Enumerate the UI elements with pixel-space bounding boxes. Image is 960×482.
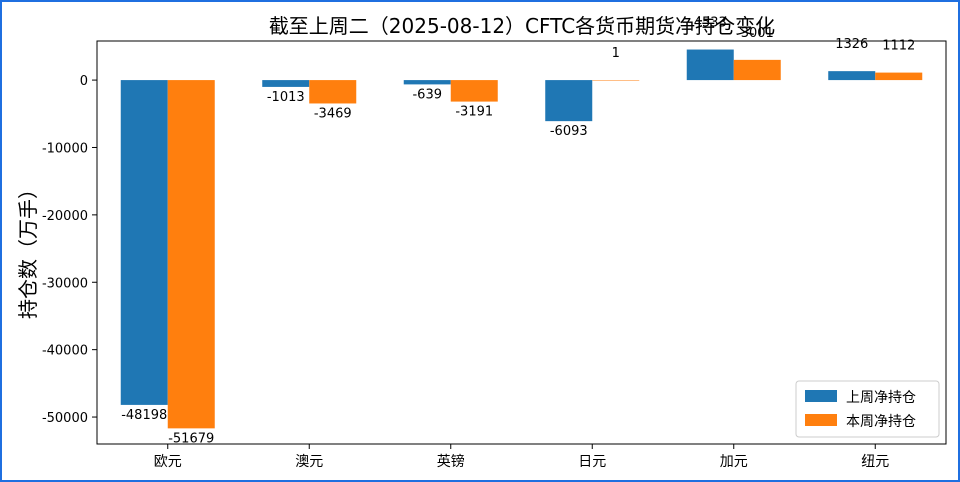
y-tick-label: -10000 bbox=[42, 141, 88, 156]
data-label: 1112 bbox=[882, 39, 915, 54]
data-label: -639 bbox=[412, 87, 442, 102]
x-tick-label: 加元 bbox=[720, 454, 748, 470]
data-label: 4533 bbox=[694, 16, 727, 31]
bar-this-week bbox=[733, 59, 781, 81]
y-tick-label: 0 bbox=[80, 74, 88, 89]
legend-label: 上周净持仓 bbox=[846, 390, 916, 406]
legend-swatch bbox=[805, 390, 837, 402]
y-tick-label: -50000 bbox=[42, 411, 88, 426]
x-tick-label: 澳元 bbox=[295, 454, 323, 470]
plot-area: 0-10000-20000-30000-40000-50000欧元-48198-… bbox=[42, 16, 947, 470]
data-label: -1013 bbox=[267, 90, 305, 105]
plot-border bbox=[96, 40, 947, 445]
bar-last-week bbox=[262, 80, 310, 87]
data-label: -51679 bbox=[168, 431, 214, 446]
data-label: 1 bbox=[612, 46, 620, 61]
data-label: -3191 bbox=[455, 105, 493, 120]
y-tick-label: -30000 bbox=[42, 276, 88, 291]
bar-this-week bbox=[592, 80, 640, 81]
data-label: -48198 bbox=[121, 408, 167, 423]
legend-label: 本周净持仓 bbox=[846, 414, 916, 430]
data-label: 3001 bbox=[741, 26, 774, 41]
bar-this-week bbox=[309, 80, 357, 104]
chart-title: 截至上周二（2025-08-12）CFTC各货币期货净持仓变化 bbox=[269, 14, 775, 38]
bar-this-week bbox=[875, 72, 923, 81]
x-tick-label: 欧元 bbox=[154, 454, 182, 470]
bar-last-week bbox=[545, 80, 593, 122]
legend-swatch bbox=[805, 414, 837, 426]
bar-this-week bbox=[450, 80, 498, 102]
y-tick-label: -40000 bbox=[42, 344, 88, 359]
data-label: 1326 bbox=[835, 37, 868, 52]
bar-this-week bbox=[167, 80, 215, 429]
bar-last-week bbox=[403, 80, 451, 85]
x-tick-label: 纽元 bbox=[861, 454, 889, 470]
y-axis-label: 持仓数（万手） bbox=[16, 179, 40, 319]
data-label: -6093 bbox=[550, 124, 588, 139]
bar-last-week bbox=[686, 49, 734, 81]
x-tick-label: 日元 bbox=[578, 454, 606, 470]
y-tick-label: -20000 bbox=[42, 209, 88, 224]
data-label: -3469 bbox=[314, 106, 352, 121]
x-tick-label: 英镑 bbox=[437, 453, 465, 470]
bar-last-week bbox=[120, 80, 168, 405]
bar-last-week bbox=[828, 71, 876, 81]
